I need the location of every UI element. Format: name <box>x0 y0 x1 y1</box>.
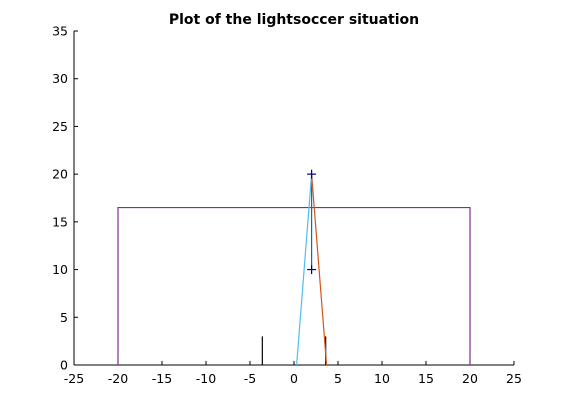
x-tick-label: 20 <box>462 371 478 386</box>
y-tick-label: 0 <box>60 358 68 373</box>
x-tick-label: 10 <box>374 371 390 386</box>
x-tick-label: -5 <box>244 371 256 386</box>
x-tick-label: -25 <box>64 371 84 386</box>
plot-series <box>117 169 471 366</box>
y-tick-label: 35 <box>52 24 68 39</box>
x-tick-label: -20 <box>108 371 128 386</box>
y-tick-label: 30 <box>52 71 68 86</box>
chart-title: Plot of the lightsoccer situation <box>169 12 419 28</box>
x-tick-label: 15 <box>418 371 434 386</box>
x-tick-label: 5 <box>334 371 342 386</box>
x-tick-label: -10 <box>196 371 216 386</box>
x-tick-label: 25 <box>506 371 522 386</box>
series-line-4 <box>296 174 313 366</box>
x-tick-label: 0 <box>290 371 298 386</box>
y-tick-label: 10 <box>52 262 68 277</box>
y-tick-label: 15 <box>52 214 68 229</box>
plus-marker <box>307 265 317 275</box>
y-tick-label: 5 <box>60 310 68 325</box>
series-line-0 <box>117 206 471 365</box>
y-axis-ticks: 0 5 10 15 20 25 30 35 <box>52 24 78 373</box>
x-axis-ticks: -25 -20 -15 -10 -5 0 5 10 15 20 25 <box>64 361 522 386</box>
series-line-5 <box>311 174 328 366</box>
plus-marker <box>307 169 317 179</box>
y-tick-label: 20 <box>52 167 68 182</box>
y-tick-label: 25 <box>52 119 68 134</box>
x-tick-label: -15 <box>152 371 172 386</box>
